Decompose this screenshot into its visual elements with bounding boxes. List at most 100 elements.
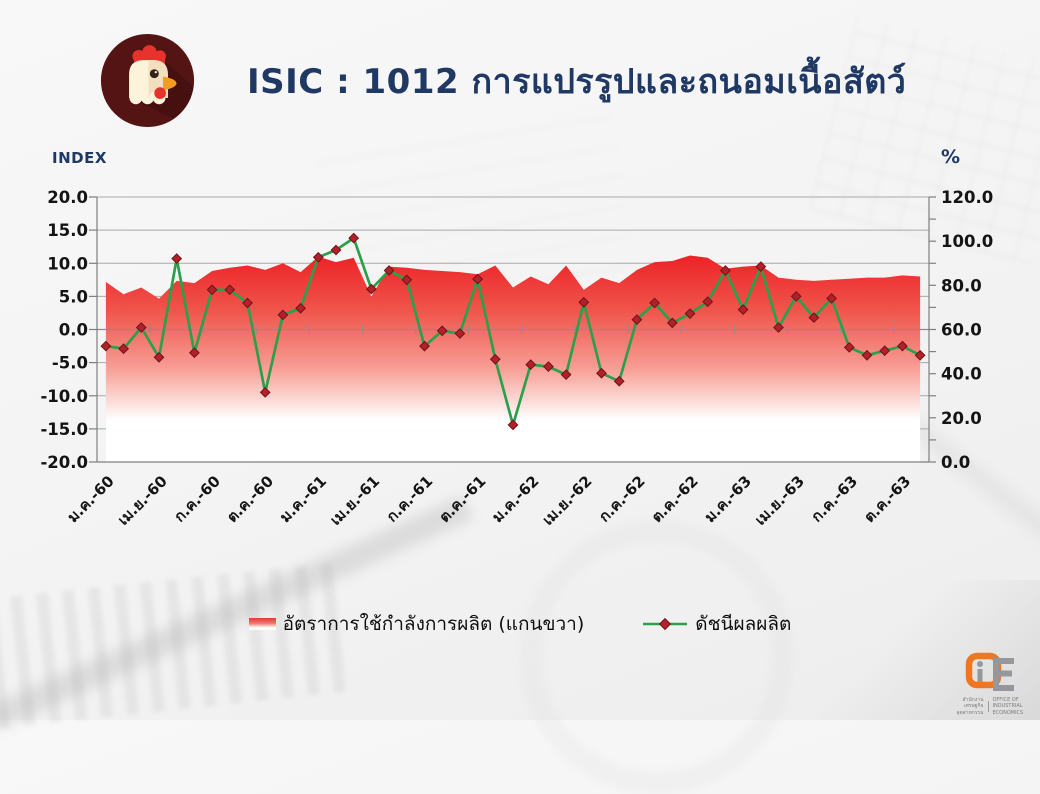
x-axis-tick-label: เม.ย.-62 [539,472,596,529]
x-axis-tick-label: เม.ย.-61 [326,472,383,529]
data-point-marker [489,353,501,365]
data-point-marker [419,340,430,352]
x-axis-tick-label: ม.ค.-63 [701,472,755,526]
data-point-marker [153,351,165,363]
chart-legend: อัตราการใช้กำลังการผลิต (แกนขวา) ดัชนีผล… [0,609,1040,639]
data-point-marker [295,302,307,314]
left-axis-tick-label: 10.0 [47,254,88,273]
chicken-icon [100,33,195,128]
data-point-marker [684,308,696,320]
combo-chart: 20.0 15.0 10.0 5.0 0.0 -5.0 -10.0 -15.0 -20.0 12… [40,188,993,529]
oie-logo-mark [965,652,1014,691]
data-point-marker [224,284,236,296]
line-series-index [100,232,926,431]
x-axis-tick-label: ก.ค.-63 [808,472,861,525]
x-axis-tick-label: เม.ย.-60 [114,472,171,529]
x-axis-tick-label: ก.ค.-60 [170,472,223,525]
data-point-marker [312,251,324,263]
divider [987,700,989,712]
data-point-marker [826,292,838,304]
data-point-marker [649,297,661,309]
left-axis-unit-label: INDEX [52,149,107,167]
left-axis-tick-label: -5.0 [52,354,88,373]
data-point-marker [755,261,767,273]
data-point-marker [737,304,749,316]
x-axis-tick-label: ต.ค.-60 [223,472,277,526]
x-axis-tick-label: ม.ค.-62 [488,472,542,526]
data-point-marker [596,367,607,379]
data-point-marker [578,296,590,308]
data-point-marker [171,253,183,265]
data-point-marker [702,296,714,308]
left-axis-tick-label: -20.0 [40,453,88,472]
data-point-marker [666,317,678,329]
x-axis-tick-label: ต.ค.-62 [648,472,702,526]
area-series-capacity [105,255,921,462]
data-point-marker [188,347,200,359]
left-axis-tick-label: 15.0 [47,221,88,240]
left-axis-tick-label: 0.0 [59,321,88,340]
data-point-marker [401,274,413,286]
data-point-marker [879,345,891,357]
right-axis-tick-label: 120.0 [941,188,993,207]
data-point-marker [560,369,572,381]
data-point-marker [542,361,554,373]
right-axis-tick-labels: 120.0 100.0 80.0 60.0 40.0 20.0 0.0 [941,188,993,472]
oie-name-english: OFFICE OF INDUSTRIAL ECONOMICS [992,697,1024,716]
right-axis-unit-label: % [941,146,961,168]
x-axis-tick-label: ต.ค.-61 [435,472,489,526]
data-point-marker [436,325,448,337]
data-point-marker [454,328,466,339]
x-axis-tick-label: เม.ย.-63 [751,472,808,529]
x-axis-tick-label: ม.ค.-61 [276,472,330,526]
x-axis-tick-label: ก.ค.-61 [383,472,436,525]
data-point-marker [118,343,130,355]
data-point-marker [613,375,625,387]
legend-line-swatch [643,617,688,631]
data-point-marker [135,322,147,333]
right-axis-tick-label: 80.0 [941,276,982,295]
data-point-marker [719,265,731,276]
data-point-marker [100,340,112,352]
legend-item-capacity: อัตราการใช้กำลังการผลิต (แกนขวา) [248,609,585,639]
oie-logo-text: สำนักงานเศรษฐกิจอุตสาหกรรม OFFICE OF IND… [950,697,1033,716]
x-axis-tick-label: ก.ค.-62 [595,472,648,525]
legend-label: อัตราการใช้กำลังการผลิต (แกนขวา) [282,613,585,635]
data-point-marker [348,232,360,244]
legend-item-production-index: ดัชนีผลผลิต [642,609,791,639]
x-axis-tick-label: ต.ค.-63 [860,472,914,526]
legend-area-swatch [248,618,276,630]
data-point-marker [365,283,377,295]
oie-logo: สำนักงานเศรษฐกิจอุตสาหกรรม OFFICE OF IND… [946,652,1036,716]
slide: ISIC : 1012 การแปรรูปและถนอมเนื้อสัตว์ I… [0,15,1040,794]
data-point-marker [808,312,820,324]
data-point-marker [383,265,395,276]
data-point-marker [525,359,537,371]
right-axis-tick-label: 40.0 [941,365,982,384]
legend-label: ดัชนีผลผลิต [695,613,792,635]
data-point-marker [277,309,289,321]
right-axis-tick-label: 0.0 [941,453,970,472]
zero-axis-line [97,325,929,334]
data-point-marker [914,349,926,361]
data-point-marker [507,419,519,431]
data-point-marker [472,273,484,285]
data-point-marker [896,340,908,352]
left-axis-tick-label: 5.0 [59,287,88,306]
right-axis-tick-label: 100.0 [941,232,993,251]
right-axis-tick-label: 60.0 [941,321,982,340]
right-axis-tick-label: 20.0 [941,409,982,428]
oie-name-thai: สำนักงานเศรษฐกิจอุตสาหกรรม [956,697,984,716]
x-axis-tick-label: ม.ค.-60 [64,472,118,526]
capacity-area [105,255,921,462]
data-point-marker [330,244,342,256]
data-point-marker [843,341,855,353]
left-axis-tick-label: 20.0 [47,188,88,207]
data-point-marker [861,349,873,361]
data-point-marker [242,297,253,309]
data-point-marker [206,284,218,296]
left-axis-tick-label: -15.0 [40,420,88,439]
data-point-marker [790,290,802,302]
data-point-marker [631,314,643,326]
